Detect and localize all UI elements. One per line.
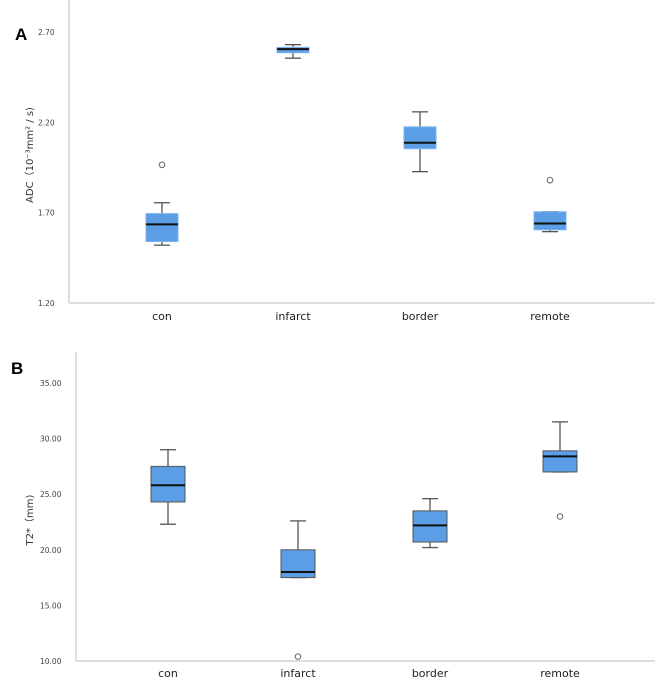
x-tick-label: infarct xyxy=(280,667,316,680)
y-tick-label: 25.00 xyxy=(40,490,62,499)
outlier-point xyxy=(294,653,302,660)
box-border xyxy=(412,497,448,549)
x-tick-label: border xyxy=(402,310,439,323)
y-tick-label: 1.20 xyxy=(38,299,55,308)
y-axis-title: ADC（10⁻³mm² / s) xyxy=(24,107,36,203)
y-tick-label: 10.00 xyxy=(40,657,62,666)
outlier-point xyxy=(158,161,166,169)
y-tick-label: 20.00 xyxy=(40,546,62,555)
panel-label: A xyxy=(15,25,27,44)
box-iqr xyxy=(542,450,578,473)
y-tick-label: 15.00 xyxy=(40,601,62,610)
box-infarct xyxy=(280,520,316,660)
x-tick-label: remote xyxy=(530,310,570,323)
box-remote xyxy=(533,176,567,233)
y-tick-label: 35.00 xyxy=(40,379,62,388)
x-tick-label: con xyxy=(158,667,178,680)
y-axis-title: T2*（mm) xyxy=(24,494,36,546)
y-tick-label: 2.70 xyxy=(38,28,55,37)
box-iqr xyxy=(145,213,179,243)
box-iqr xyxy=(403,126,437,150)
y-tick-label: 30.00 xyxy=(40,435,62,444)
box-infarct xyxy=(276,43,310,59)
x-tick-label: infarct xyxy=(275,310,311,323)
panel-a: A 1.20 1.70 2.20 2.70 ADC（10⁻³mm² / s) con infa… xyxy=(15,0,655,323)
y-tick-label: 2.20 xyxy=(38,118,55,127)
y-tick-label: 1.70 xyxy=(38,209,55,218)
box-con xyxy=(150,449,186,525)
panel-b: B 10.00 15.00 20.00 25.00 30.00 35.00 T2*（mm) co… xyxy=(11,352,655,680)
box-iqr xyxy=(533,211,567,231)
x-tick-label: remote xyxy=(540,667,580,680)
outlier-point xyxy=(546,176,554,184)
box-iqr xyxy=(412,510,448,543)
panel-label: B xyxy=(11,359,23,378)
x-tick-label: con xyxy=(152,310,172,323)
outlier-point xyxy=(556,513,564,520)
box-con xyxy=(145,161,179,246)
box-iqr xyxy=(280,549,316,579)
box-iqr xyxy=(150,465,186,503)
x-tick-label: border xyxy=(412,667,449,680)
box-border xyxy=(403,111,437,173)
box-remote xyxy=(542,421,578,520)
